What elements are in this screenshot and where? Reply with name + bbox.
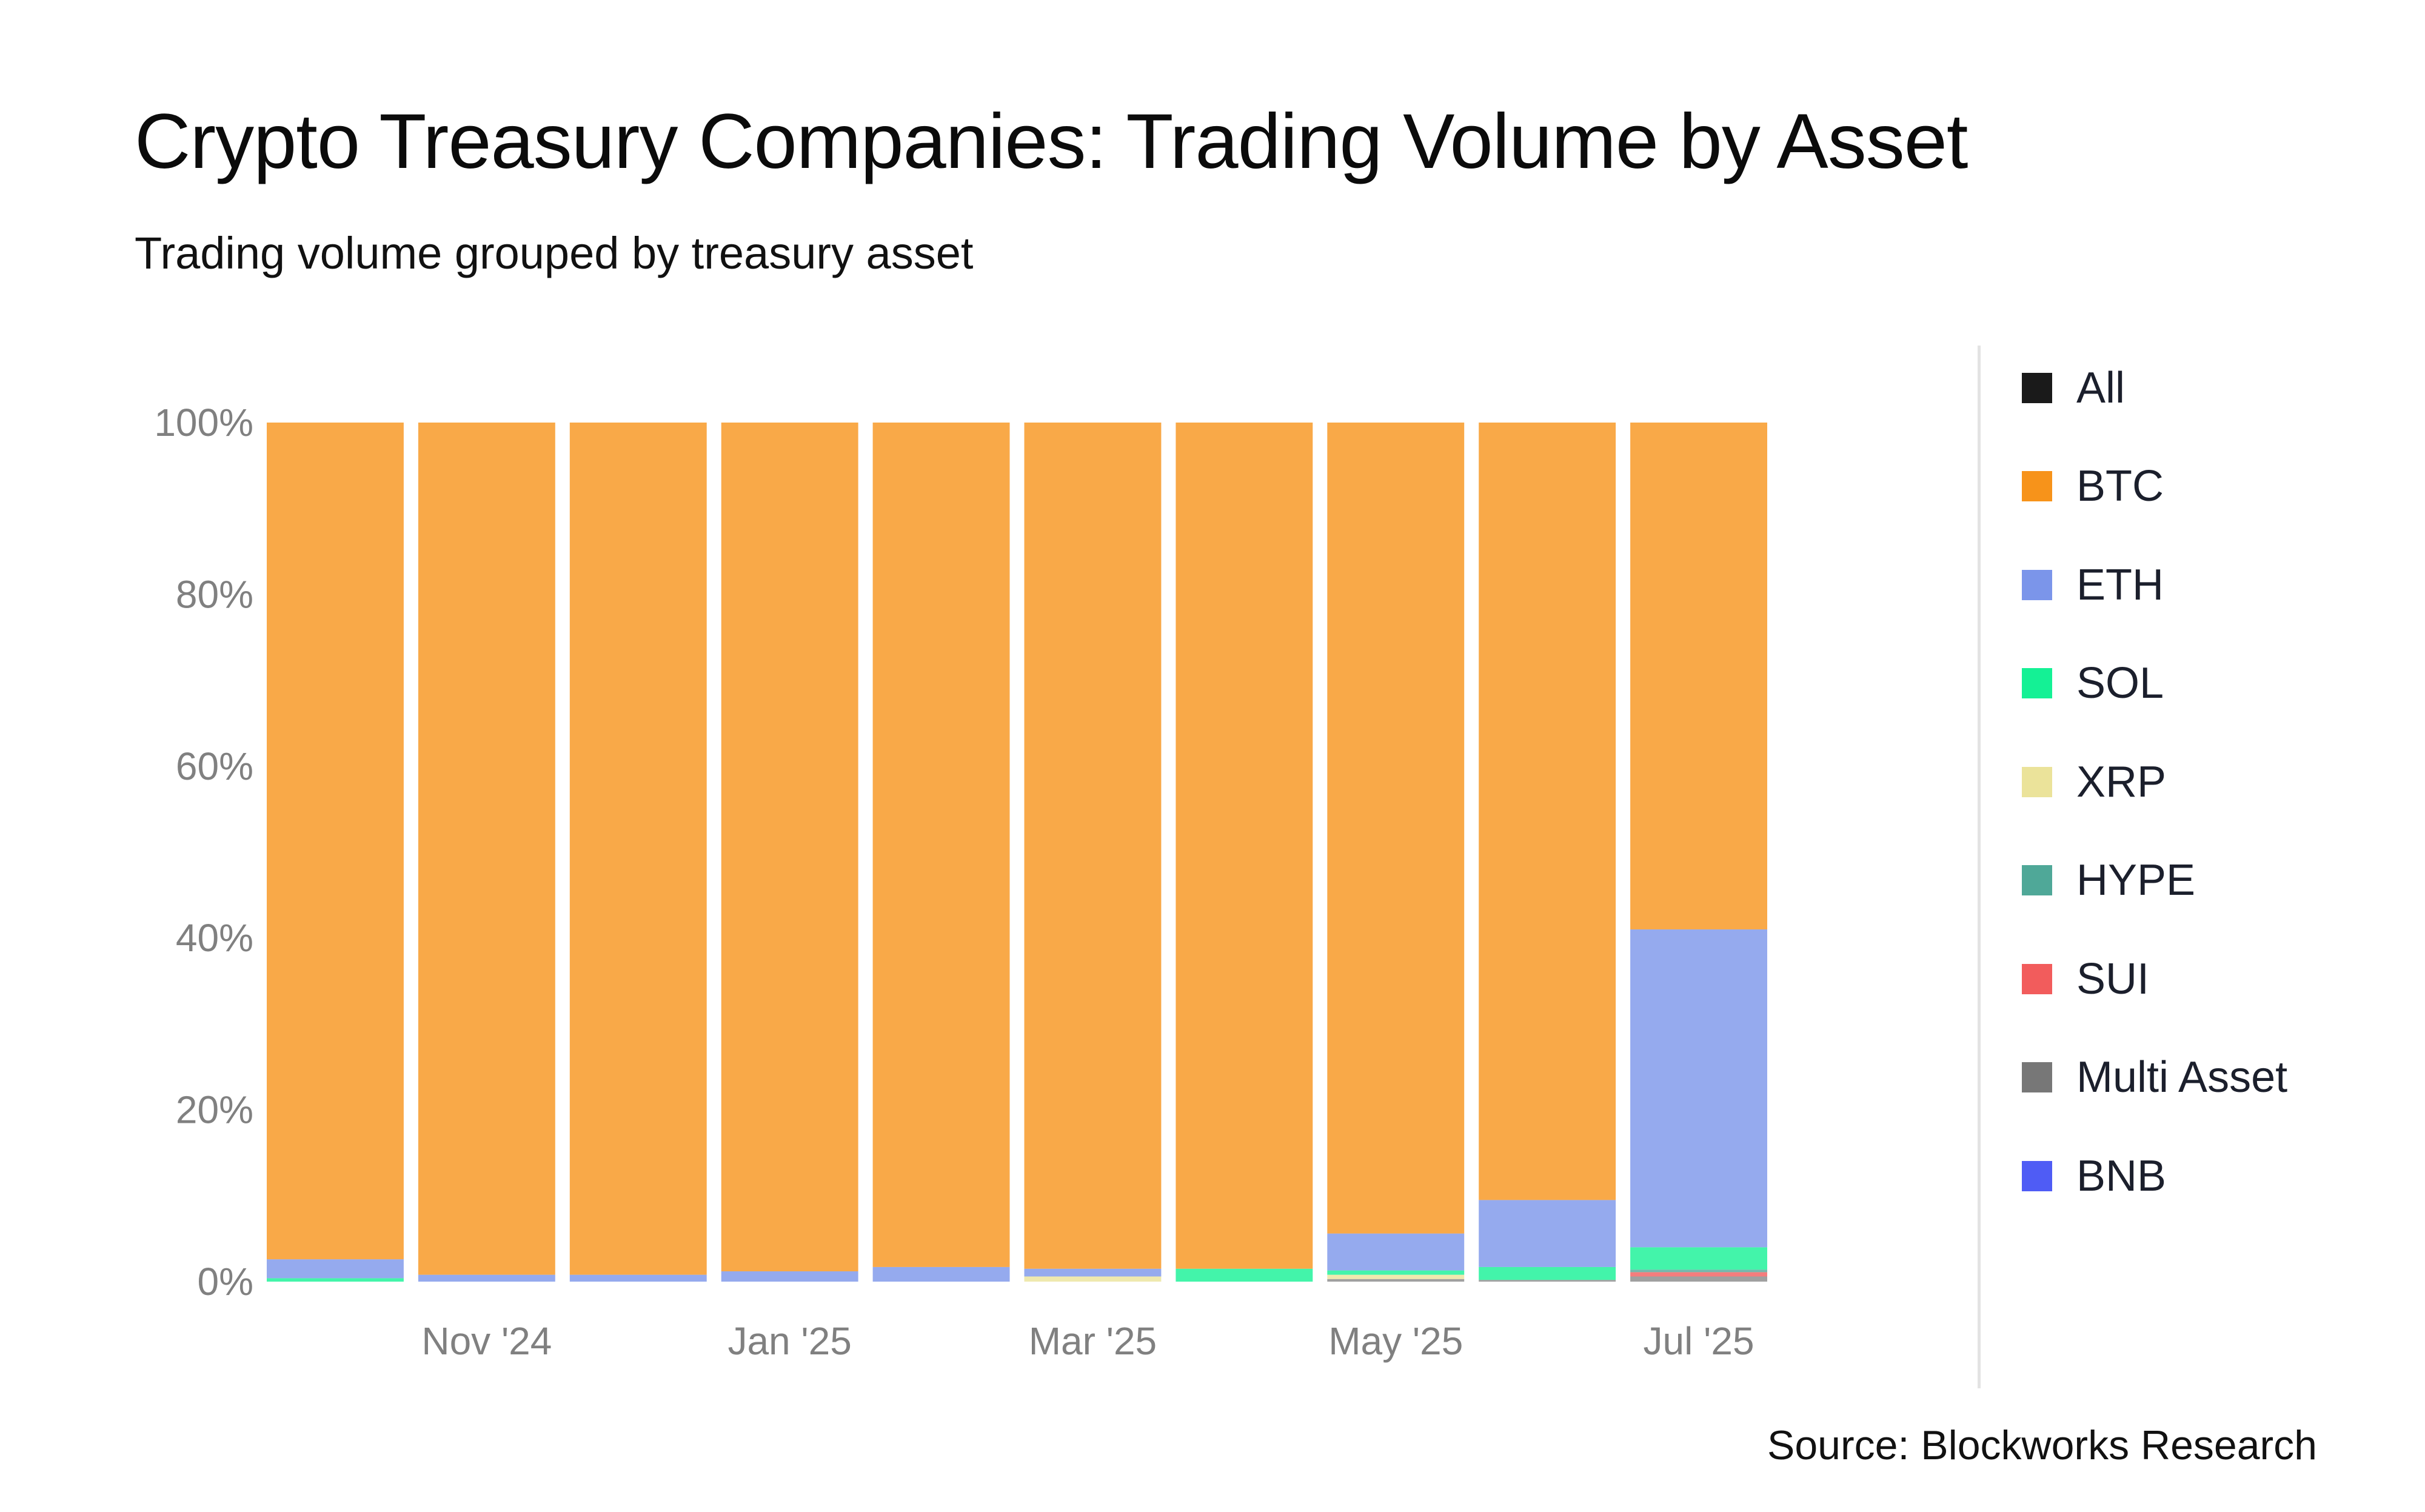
- bar-segment-hype[interactable]: [1630, 1269, 1767, 1273]
- y-tick-label: 40%: [176, 916, 253, 960]
- bar-stack[interactable]: [1024, 423, 1162, 1282]
- x-axis: Nov '24 Jan '25 Mar '25 May '25 Jul '25: [421, 1319, 1754, 1363]
- bar-segment-xrp[interactable]: [1024, 1276, 1162, 1282]
- legend-swatch: [2022, 1062, 2052, 1092]
- bar-stack[interactable]: [1630, 423, 1767, 1282]
- x-tick-label: May '25: [1328, 1319, 1463, 1363]
- bar-stack[interactable]: [569, 423, 707, 1282]
- bar-segment-eth[interactable]: [872, 1266, 1010, 1282]
- bar-segment-eth[interactable]: [569, 1274, 707, 1282]
- bar-segment-sol[interactable]: [1479, 1266, 1616, 1280]
- y-tick-label: 100%: [154, 401, 253, 444]
- x-tick-label: Nov '24: [421, 1319, 552, 1363]
- stacked-bar-chart: 0% 20% 40% 60% 80% 100% Nov '24 Jan '25 Mar '25…: [154, 401, 1767, 1363]
- bar-segment-btc[interactable]: [267, 423, 404, 1260]
- legend-divider: [1978, 346, 1981, 1388]
- legend-swatch: [2022, 471, 2052, 501]
- legend-label: XRP: [2076, 758, 2167, 806]
- bar-segment-eth[interactable]: [721, 1271, 858, 1282]
- bar-stack[interactable]: [1479, 423, 1616, 1282]
- bar-segment-btc[interactable]: [1327, 423, 1465, 1234]
- bar-segment-btc[interactable]: [1630, 423, 1767, 930]
- bar-segment-btc[interactable]: [1024, 423, 1162, 1269]
- source-note: Source: Blockworks Research: [1767, 1422, 2317, 1468]
- legend-item-all[interactable]: All: [2022, 358, 2125, 418]
- bar-stack[interactable]: [418, 423, 555, 1282]
- legend-item-hype[interactable]: HYPE: [2022, 850, 2195, 911]
- bar-segment-eth[interactable]: [267, 1259, 404, 1279]
- bar-segment-multi-asset[interactable]: [1630, 1276, 1767, 1282]
- legend-item-sui[interactable]: SUI: [2022, 949, 2149, 1009]
- bar-segment-eth[interactable]: [418, 1274, 555, 1282]
- y-tick-label: 60%: [176, 744, 253, 788]
- bar-segment-eth[interactable]: [1630, 929, 1767, 1248]
- bar-segment-btc[interactable]: [1176, 423, 1313, 1269]
- bar-segment-eth[interactable]: [1327, 1233, 1465, 1271]
- bar-stack[interactable]: [1176, 423, 1313, 1282]
- bar-segment-btc[interactable]: [569, 423, 707, 1275]
- legend-label: SOL: [2076, 659, 2164, 707]
- legend-label: ETH: [2076, 561, 2164, 609]
- y-tick-label: 20%: [176, 1088, 253, 1132]
- bar-segment-sui[interactable]: [1630, 1272, 1767, 1277]
- legend-swatch: [2022, 1161, 2052, 1191]
- y-tick-label: 80%: [176, 572, 253, 616]
- legend-label: BTC: [2076, 462, 2164, 510]
- legend-label: All: [2076, 364, 2126, 412]
- bar-segment-btc[interactable]: [721, 423, 858, 1271]
- legend-swatch: [2022, 373, 2052, 403]
- bar-segment-eth[interactable]: [1024, 1268, 1162, 1277]
- x-tick-label: Jul '25: [1644, 1319, 1754, 1363]
- legend-label: Multi Asset: [2076, 1053, 2288, 1102]
- bar-segment-btc[interactable]: [1479, 423, 1616, 1200]
- legend-swatch: [2022, 570, 2052, 600]
- bar-segment-sol[interactable]: [1630, 1247, 1767, 1270]
- legend-item-sol[interactable]: SOL: [2022, 653, 2164, 714]
- bar-stack[interactable]: [1327, 423, 1465, 1282]
- legend-swatch: [2022, 865, 2052, 895]
- bar-segment-btc[interactable]: [418, 423, 555, 1275]
- x-tick-label: Jan '25: [728, 1319, 851, 1363]
- x-tick-label: Mar '25: [1029, 1319, 1157, 1363]
- bar-segment-sol[interactable]: [267, 1278, 404, 1282]
- legend-label: SUI: [2076, 955, 2150, 1003]
- y-axis: 0% 20% 40% 60% 80% 100%: [154, 401, 253, 1303]
- legend-item-bnb[interactable]: BNB: [2022, 1146, 2166, 1206]
- bar-segment-sol[interactable]: [1327, 1270, 1465, 1275]
- bar-segment-btc[interactable]: [872, 423, 1010, 1267]
- legend-label: HYPE: [2076, 856, 2196, 905]
- bar-stack[interactable]: [721, 423, 858, 1282]
- legend-swatch: [2022, 767, 2052, 797]
- bar-segment-multi-asset[interactable]: [1327, 1279, 1465, 1282]
- legend-swatch: [2022, 964, 2052, 994]
- bar-stack[interactable]: [267, 423, 404, 1282]
- chart-subtitle: Trading volume grouped by treasury asset: [135, 228, 974, 278]
- legend-label: BNB: [2076, 1152, 2167, 1200]
- bar-stack[interactable]: [872, 423, 1010, 1282]
- y-tick-label: 0%: [198, 1260, 254, 1303]
- legend-item-xrp[interactable]: XRP: [2022, 752, 2166, 812]
- bar-segment-sol[interactable]: [1176, 1268, 1313, 1282]
- legend-item-multi-asset[interactable]: Multi Asset: [2022, 1047, 2287, 1108]
- legend-item-eth[interactable]: ETH: [2022, 555, 2164, 615]
- bar-segment-multi-asset[interactable]: [1479, 1280, 1616, 1282]
- bars-group: [267, 423, 1767, 1282]
- bar-segment-eth[interactable]: [1479, 1200, 1616, 1267]
- chart-title: Crypto Treasury Companies: Trading Volum…: [135, 98, 1968, 185]
- legend-swatch: [2022, 668, 2052, 698]
- bar-segment-xrp[interactable]: [1327, 1274, 1465, 1279]
- legend-item-btc[interactable]: BTC: [2022, 456, 2164, 517]
